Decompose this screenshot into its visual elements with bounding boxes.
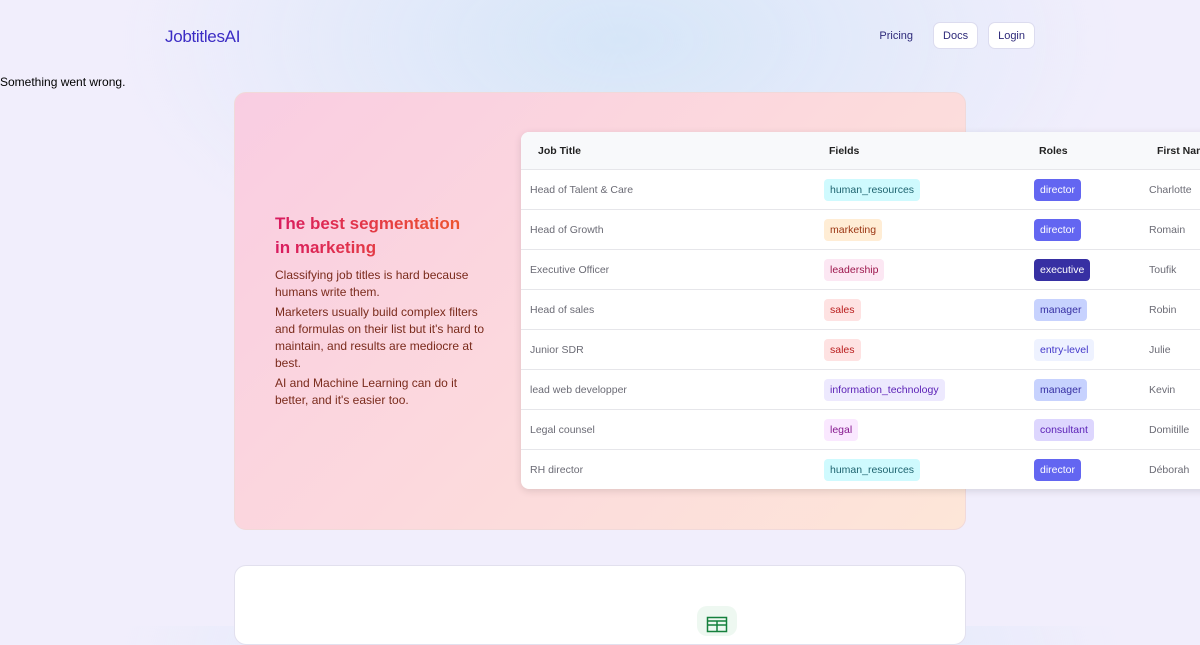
job-title: Legal counsel [530,423,595,436]
field-tag-cell: human_resources [824,458,1034,481]
field-tag: human_resources [824,458,921,481]
pricing-link[interactable]: Pricing [879,29,914,42]
field-tag: sales [824,338,861,361]
field-tag-cell: legal [824,418,1034,441]
role-tag-cell: consultant [1034,418,1149,441]
table-row: Junior SDR sales entry-level Julie [521,329,1200,369]
job-title: RH director [530,463,584,476]
job-title-cell: Head of Talent & Care [521,184,824,196]
docs-button[interactable]: Docs [933,22,979,49]
role-tag: director [1034,218,1082,241]
role-tag-cell: director [1034,218,1149,241]
role-tag-cell: manager [1034,298,1149,321]
role-tag-cell: executive [1034,258,1149,281]
feature-card [234,565,966,645]
table-row: Head of Talent & Care human_resources dire… [521,169,1200,209]
field-tag-cell: human_resources [824,178,1034,201]
first-name: Domitille [1149,423,1190,436]
field-tag-cell: leadership [824,258,1034,281]
job-title-cell: lead web developper [521,384,824,396]
job-title-cell: Junior SDR [521,344,824,356]
field-tag: human_resources [824,178,921,201]
role-tag: director [1034,458,1082,481]
field-tag-cell: information_technology [824,378,1034,401]
job-titles-table: Job Title Fields Roles First Name Head o… [521,132,1200,489]
table-row: Head of sales sales manager Robin [521,289,1200,329]
error-message: Something went wrong. [0,75,126,89]
first-name: Toufik [1149,263,1177,276]
table-header: Job Title Fields Roles First Name [521,132,1200,169]
job-title-cell: Head of sales [521,304,824,316]
column-header-first-name: First Name [1157,144,1200,157]
table-row: Legal counsel legal consultant Domitille [521,409,1200,449]
first-name-cell: Robin [1149,304,1200,316]
column-header-job-title: Job Title [538,144,581,157]
field-tag-cell: marketing [824,218,1034,241]
job-title-cell: Head of Growth [521,224,824,236]
field-tag-cell: sales [824,298,1034,321]
first-name-cell: Romain [1149,224,1200,236]
role-tag: consultant [1034,418,1094,441]
job-title-cell: Executive Officer [521,264,824,276]
first-name-cell: Domitille [1149,424,1200,436]
role-tag: entry-level [1034,338,1095,361]
first-name: Kevin [1149,383,1176,396]
job-title: Head of Talent & Care [530,183,634,196]
job-title: Head of sales [530,303,595,316]
first-name: Romain [1149,223,1186,236]
job-title-cell: RH director [521,464,824,476]
role-tag: executive [1034,258,1091,281]
job-title: Junior SDR [530,343,584,356]
field-tag-cell: sales [824,338,1034,361]
login-button[interactable]: Login [988,22,1035,49]
job-title-cell: Legal counsel [521,424,824,436]
first-name-cell: Déborah [1149,464,1200,476]
job-title: Executive Officer [530,263,610,276]
field-tag: marketing [824,218,883,241]
hero-paragraph: Marketers usually build complex filters … [275,305,485,370]
first-name-cell: Charlotte [1149,184,1200,196]
first-name: Charlotte [1149,183,1192,196]
job-title: lead web developper [530,383,627,396]
field-tag: sales [824,298,861,321]
hero-description: Classifying job titles is hard because h… [275,267,485,412]
first-name: Déborah [1149,463,1190,476]
hero-paragraph: Classifying job titles is hard because h… [275,268,469,299]
table-row: RH director human_resources director Débora… [521,449,1200,489]
top-nav: Pricing Docs Login [869,22,1035,49]
field-tag: legal [824,418,859,441]
role-tag: manager [1034,298,1088,321]
role-tag: director [1034,178,1082,201]
column-header-roles: Roles [1039,144,1068,157]
job-title: Head of Growth [530,223,604,236]
role-tag-cell: manager [1034,378,1149,401]
hero-paragraph: AI and Machine Learning can do it better… [275,376,458,407]
field-tag: information_technology [824,378,945,401]
first-name-cell: Toufik [1149,264,1200,276]
column-header-fields: Fields [829,144,860,157]
role-tag-cell: director [1034,458,1149,481]
first-name: Robin [1149,303,1177,316]
hero-title: The best segmentation in marketing [275,212,475,260]
first-name: Julie [1149,343,1171,356]
first-name-cell: Julie [1149,344,1200,356]
first-name-cell: Kevin [1149,384,1200,396]
table-row: lead web developper information_technolog… [521,369,1200,409]
role-tag-cell: entry-level [1034,338,1149,361]
role-tag-cell: director [1034,178,1149,201]
field-tag: leadership [824,258,885,281]
table-row: Executive Officer leadership executive Touf… [521,249,1200,289]
table-row: Head of Growth marketing director Romain [521,209,1200,249]
spreadsheet-icon [697,606,737,636]
role-tag: manager [1034,378,1088,401]
logo[interactable]: JobtitlesAI [165,27,241,46]
